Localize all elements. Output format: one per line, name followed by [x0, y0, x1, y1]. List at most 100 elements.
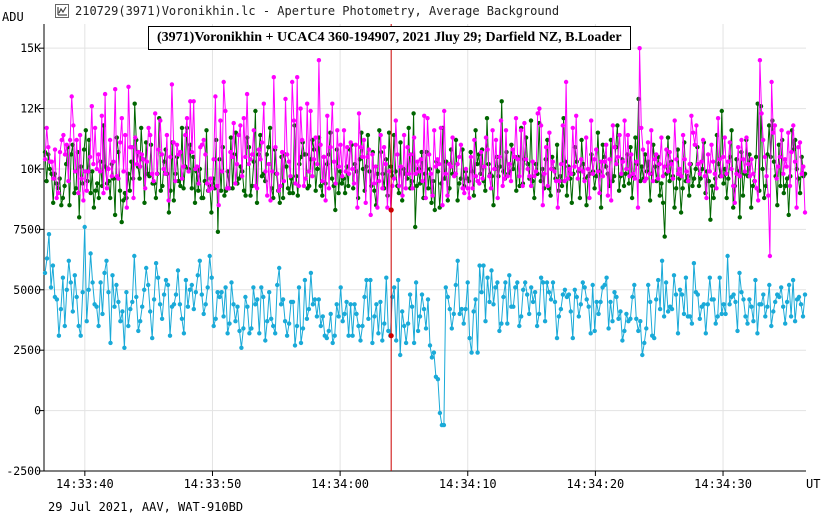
data-point-target [702, 174, 707, 179]
data-point-target [612, 145, 617, 150]
data-point-background [217, 294, 222, 300]
data-point-target [672, 118, 677, 123]
data-point-background [763, 314, 768, 319]
data-point-target [786, 130, 791, 135]
data-point-background [511, 304, 516, 309]
data-point-background [362, 294, 367, 300]
data-point-comparison [753, 154, 759, 160]
data-point-target [179, 176, 185, 181]
data-point-target [251, 128, 256, 133]
data-point-target [599, 159, 604, 164]
data-point-target [241, 116, 246, 121]
data-point-comparison [139, 125, 144, 131]
data-point-target [276, 188, 281, 193]
data-point-background [475, 350, 480, 355]
data-point-background [171, 302, 177, 307]
data-point-target [366, 147, 372, 152]
data-point-background [560, 292, 566, 297]
data-point-target [680, 132, 686, 138]
data-point-background [223, 285, 228, 290]
data-point-background [652, 335, 657, 341]
data-point-target [799, 171, 804, 176]
data-point-background [151, 297, 157, 302]
data-point-target [756, 198, 761, 203]
data-point-background [130, 299, 135, 305]
data-point-background [110, 273, 115, 278]
data-point-target [124, 205, 129, 210]
data-point-comparison [628, 145, 633, 150]
data-point-background [654, 297, 659, 302]
data-point-background [146, 282, 151, 288]
data-point-target [458, 142, 464, 147]
data-point-target [417, 169, 422, 174]
time-cursor[interactable] [388, 24, 394, 471]
data-point-target [310, 174, 315, 179]
data-point-target [445, 193, 450, 198]
data-point-comparison [137, 176, 142, 181]
data-point-background [173, 292, 179, 297]
data-point-target [161, 166, 166, 172]
data-point-target [218, 118, 223, 123]
data-point-target [169, 82, 175, 87]
data-point-comparison [589, 152, 594, 157]
data-point-comparison [427, 166, 433, 172]
data-point-target [400, 193, 405, 198]
data-point-target [56, 190, 61, 196]
data-point-target [97, 169, 103, 174]
data-point-target [749, 157, 754, 162]
data-point-background [219, 290, 224, 295]
axes [39, 24, 806, 476]
data-point-background [517, 323, 522, 329]
data-point-comparison [471, 193, 477, 198]
data-point-background [596, 311, 601, 317]
data-point-comparison [176, 178, 181, 184]
data-point-background [505, 321, 510, 326]
data-point-comparison [598, 205, 604, 210]
data-point-background [42, 270, 48, 276]
data-point-target [771, 130, 776, 135]
data-point-target [138, 164, 143, 169]
data-point-comparison [659, 181, 664, 186]
data-point-comparison [766, 123, 772, 128]
data-point-comparison [721, 181, 726, 186]
data-point-target [721, 154, 726, 160]
data-point-background [44, 256, 50, 261]
data-point-target [341, 128, 347, 133]
data-point-background [407, 292, 413, 297]
data-point-target [684, 169, 689, 174]
data-point-background [120, 309, 125, 314]
data-point-comparison [457, 181, 462, 186]
data-point-target [448, 164, 454, 169]
data-point-background [590, 282, 595, 288]
chart-icon[interactable] [55, 4, 69, 18]
data-point-background [677, 287, 683, 292]
data-point-background [525, 292, 530, 297]
data-point-comparison [233, 130, 238, 135]
data-point-background [648, 299, 653, 305]
data-point-background [294, 323, 300, 329]
data-point-background [116, 299, 121, 305]
data-point-target [243, 154, 248, 160]
data-point-background [231, 302, 236, 307]
data-point-target [216, 203, 221, 208]
data-point-comparison [579, 137, 584, 143]
data-point-target [259, 140, 265, 145]
data-point-comparison [166, 210, 172, 215]
data-point-target [782, 157, 788, 162]
data-point-comparison [121, 198, 126, 203]
data-point-target [106, 166, 111, 172]
data-point-target [66, 178, 71, 184]
data-point-comparison [127, 188, 132, 193]
data-point-background [725, 253, 730, 259]
data-point-comparison [290, 190, 296, 196]
data-point-comparison [204, 128, 209, 133]
data-point-target [700, 137, 706, 143]
data-point-target [265, 193, 270, 198]
data-point-comparison [346, 183, 351, 189]
data-point-target [498, 118, 504, 123]
data-point-target [660, 174, 666, 179]
data-point-target [139, 152, 145, 157]
data-point-target [148, 132, 153, 138]
data-point-target [607, 157, 612, 162]
data-point-comparison [132, 101, 137, 106]
